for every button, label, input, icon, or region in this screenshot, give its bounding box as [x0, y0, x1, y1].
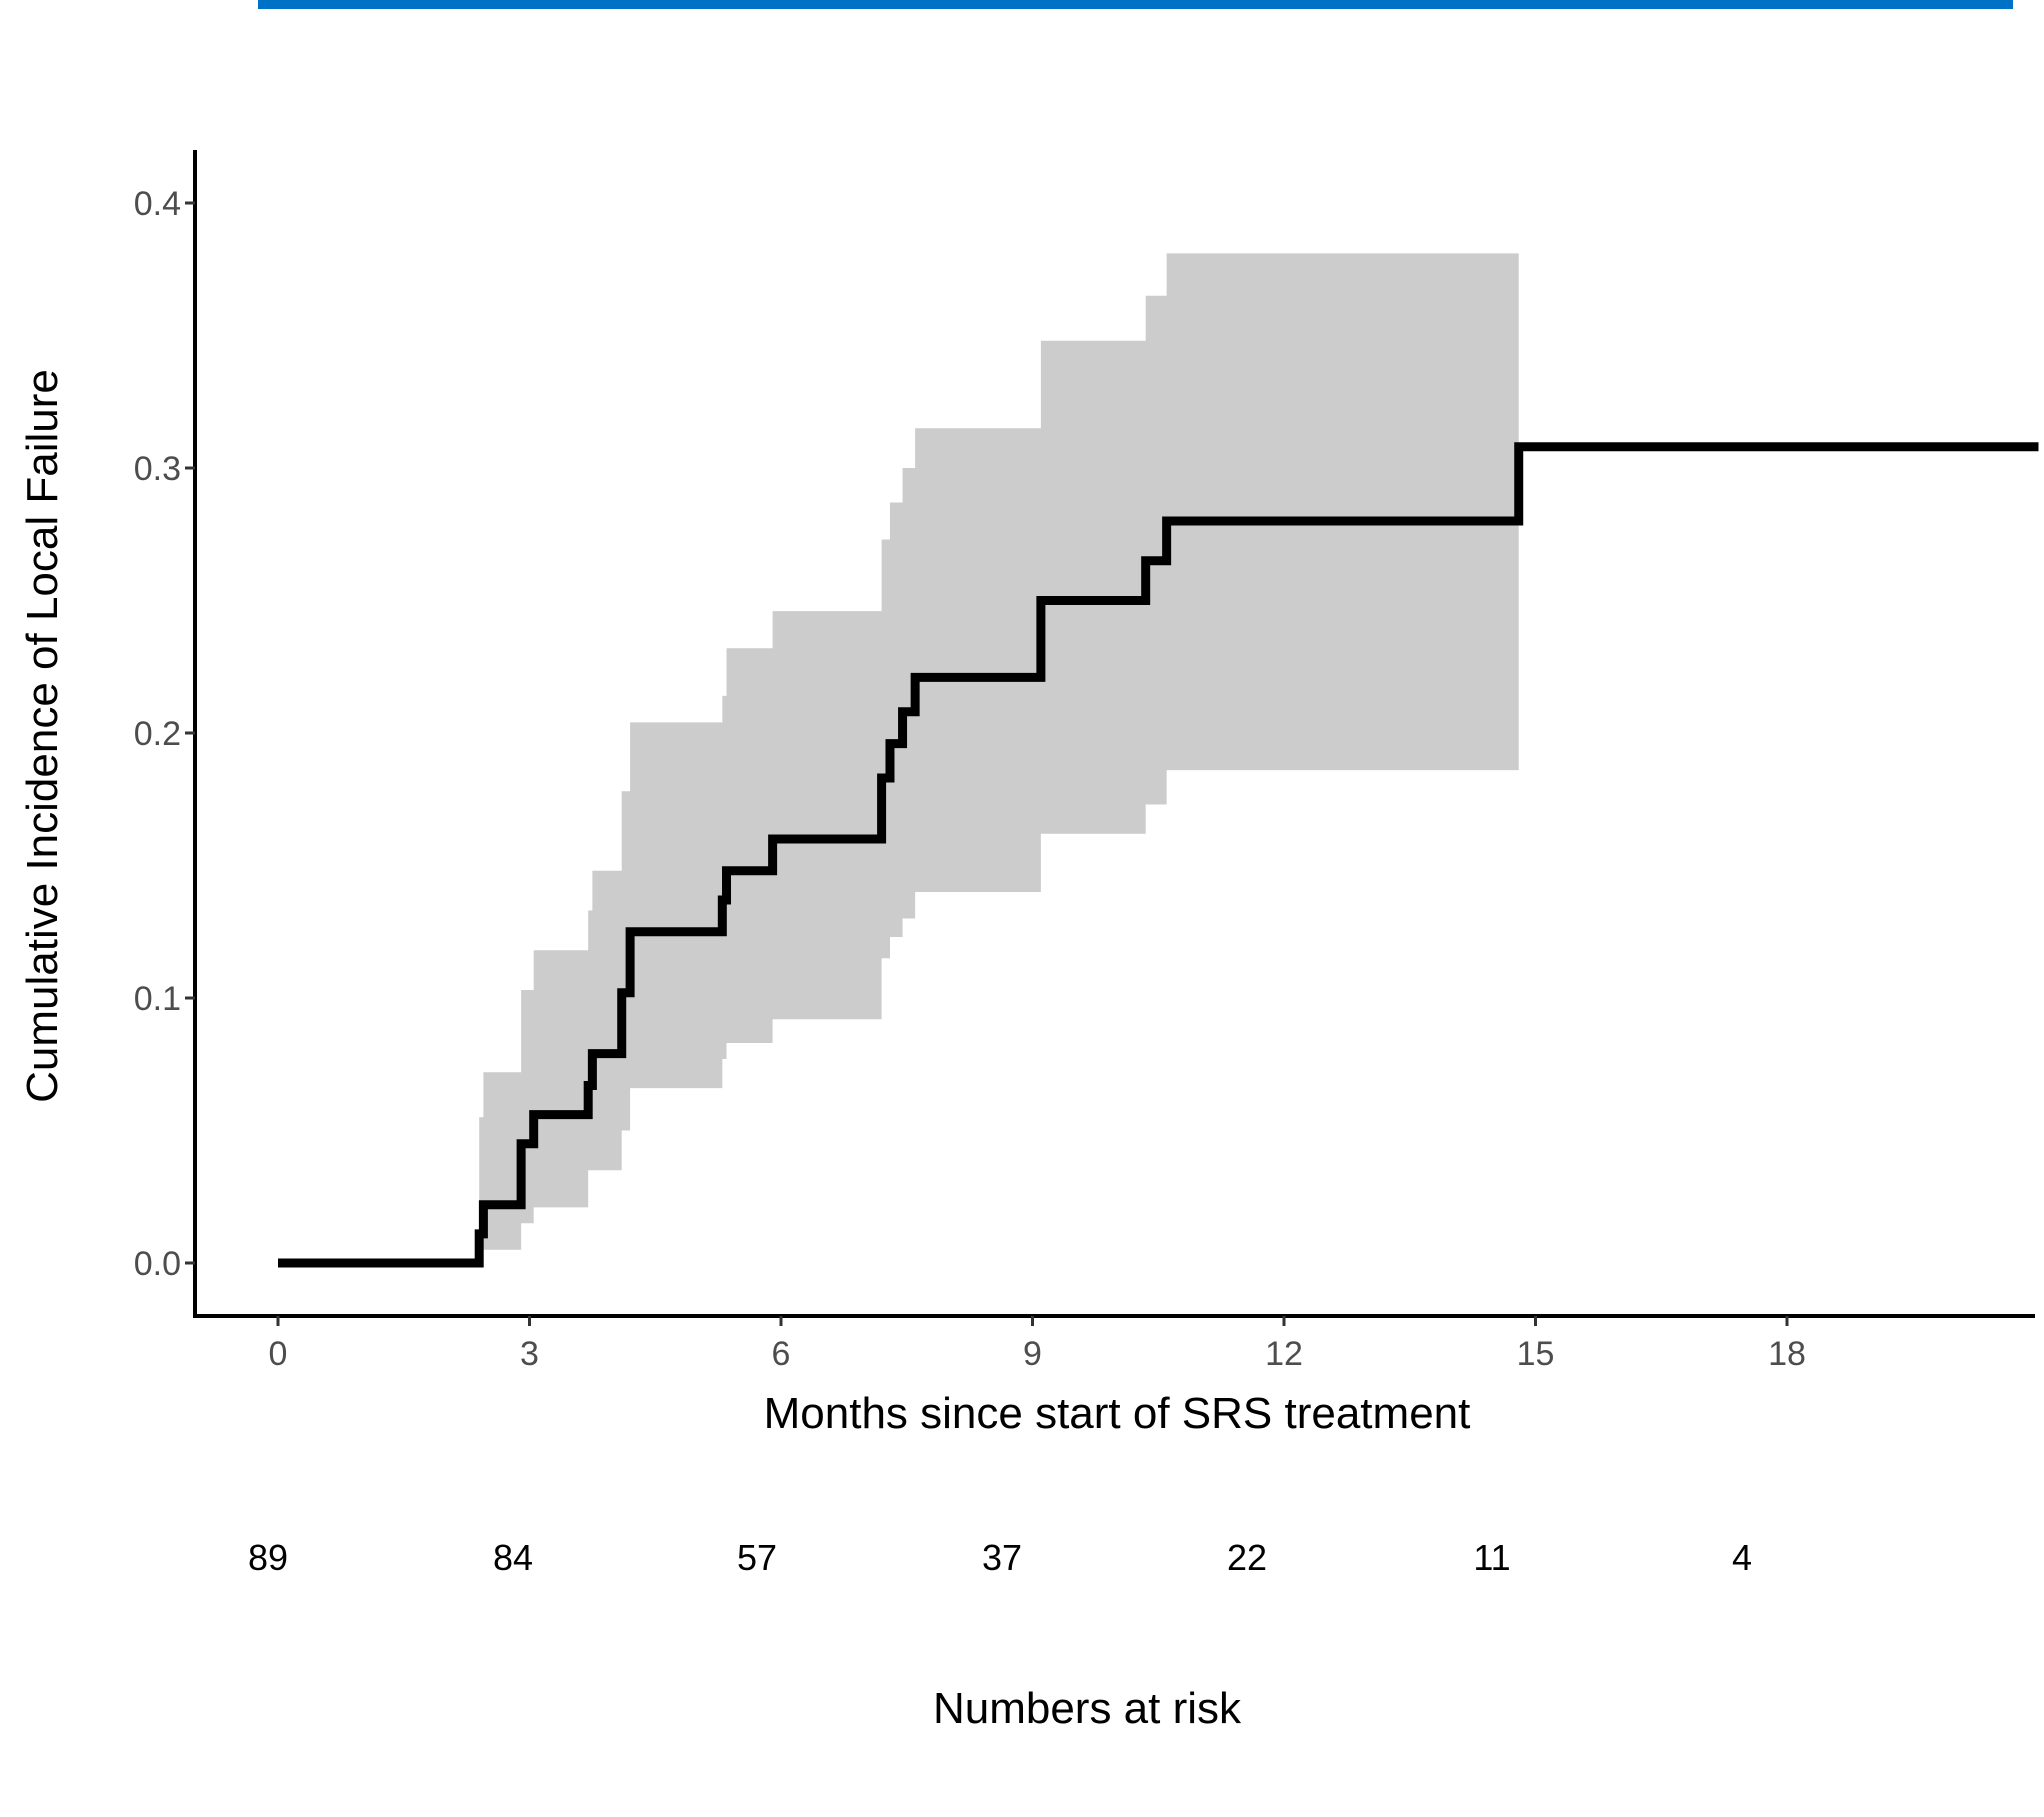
- risk-count: 57: [737, 1537, 777, 1578]
- x-tick-label: 3: [520, 1335, 539, 1373]
- incidence-line-layer: [278, 442, 2039, 1268]
- y-tick-label: 0.1: [134, 980, 181, 1018]
- risk-count: 37: [982, 1537, 1022, 1578]
- y-tick-label: 0.2: [134, 715, 181, 753]
- confidence-band: [479, 253, 1519, 1250]
- x-axis-title: Months since start of SRS treatment: [764, 1389, 1471, 1438]
- confidence-band-layer: [479, 253, 1519, 1250]
- numbers-at-risk-title: Numbers at risk: [933, 1684, 1242, 1733]
- incidence-step-line: [278, 442, 2039, 1268]
- x-tick-layer: 0 3 6 9 12 15 18: [269, 1316, 1806, 1373]
- x-tick-label: 0: [269, 1335, 288, 1373]
- risk-count: 89: [248, 1537, 288, 1578]
- y-tick-label: 0.4: [134, 185, 181, 223]
- x-tick-label: 6: [772, 1335, 791, 1373]
- risk-count: 84: [493, 1537, 533, 1578]
- x-tick-label: 15: [1517, 1335, 1555, 1373]
- risk-count: 11: [1473, 1537, 1510, 1578]
- y-tick-label: 0.0: [134, 1245, 181, 1283]
- x-tick-label: 18: [1768, 1335, 1806, 1373]
- y-axis-title: Cumulative Incidence of Local Failure: [18, 369, 67, 1103]
- risk-count: 4: [1732, 1537, 1752, 1578]
- top-accent-bar: [258, 0, 2013, 9]
- y-tick-label: 0.3: [134, 450, 181, 488]
- x-tick-label: 12: [1265, 1335, 1303, 1373]
- y-tick-layer: 0.0 0.1 0.2 0.3 0.4: [134, 185, 195, 1283]
- x-tick-label: 9: [1023, 1335, 1042, 1373]
- numbers-at-risk-row: 89 84 57 37 22 11 4: [248, 1537, 1752, 1578]
- risk-count: 22: [1227, 1537, 1267, 1578]
